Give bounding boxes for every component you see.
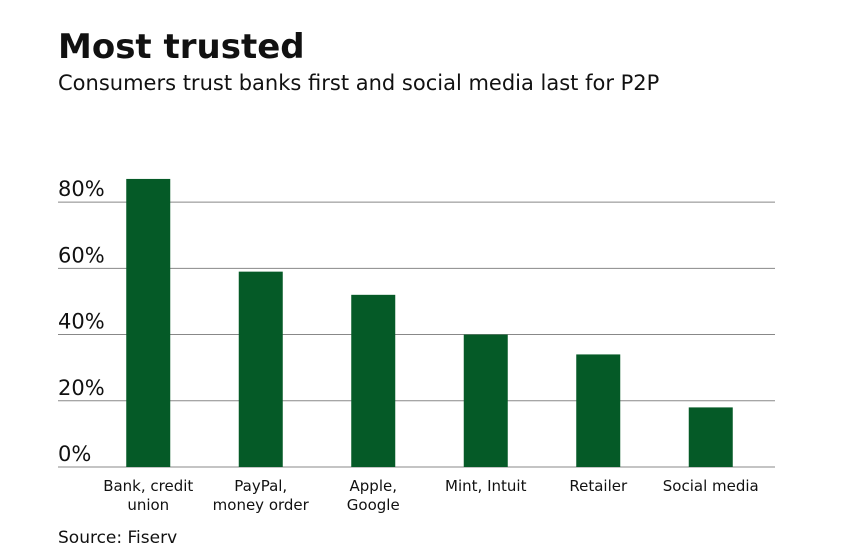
y-tick-label: 20% <box>58 376 105 400</box>
y-tick-label: 0% <box>58 442 91 466</box>
source: Source: Fiserv <box>58 528 177 548</box>
bar <box>688 407 733 467</box>
y-tick-label: 80% <box>58 177 105 201</box>
x-tick-label: Bank, credit union <box>103 477 193 514</box>
x-tick-label: Social media <box>663 477 759 495</box>
chart-title: Most trusted <box>58 27 305 67</box>
bar <box>463 334 508 467</box>
chart-subtitle: Consumers trust banks first and social m… <box>58 71 659 95</box>
x-tick-label: Apple, Google <box>347 477 400 514</box>
y-tick-label: 40% <box>58 310 105 334</box>
x-tick-label: Mint, Intuit <box>445 477 527 495</box>
x-tick-label: PayPal, money order <box>213 477 310 514</box>
bar <box>576 354 621 467</box>
y-tick-label: 60% <box>58 243 105 267</box>
bar <box>238 271 283 467</box>
bar <box>351 294 396 467</box>
x-tick-label: Retailer <box>569 477 628 495</box>
bar <box>126 178 171 467</box>
